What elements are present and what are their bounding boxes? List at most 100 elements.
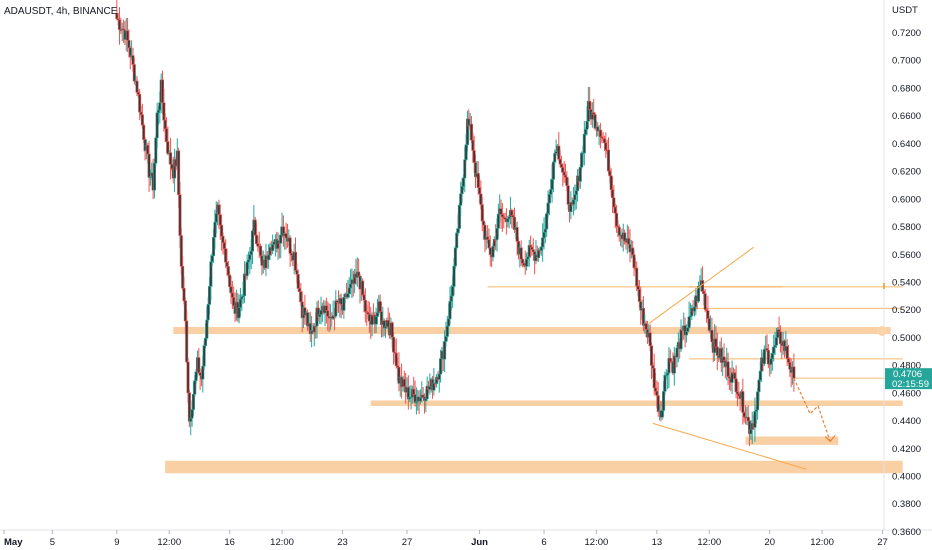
time-axis[interactable]: May 5 9 12:00 16 12:00 23 27 Jun 6 12:00 13 12:00 20 1… — [3, 530, 888, 548]
candle-body — [500, 214, 504, 218]
candle-body — [656, 395, 660, 412]
candle-body — [183, 300, 187, 322]
candle-body — [558, 158, 562, 165]
candle-252 — [453, 245, 457, 269]
candle-body — [182, 287, 186, 302]
price-tick-label: 0.3800 — [892, 499, 921, 510]
candle-body — [564, 174, 568, 178]
candle-body — [463, 159, 467, 179]
candle-body — [722, 356, 726, 361]
candle-body — [205, 319, 209, 339]
candle-body — [161, 79, 165, 104]
candle-body — [491, 246, 495, 258]
candle-body — [525, 258, 529, 267]
time-tick-label: May — [4, 537, 23, 548]
price-tick-label: 0.6200 — [892, 167, 921, 178]
candle-body — [217, 204, 221, 216]
candle-body — [769, 358, 773, 365]
candle-body — [756, 391, 760, 411]
time-tick-label: 16 — [224, 537, 235, 548]
candle-body — [464, 144, 468, 161]
candle-body — [459, 193, 463, 206]
candle-body — [299, 291, 303, 303]
zone-handle-icon[interactable] — [877, 326, 887, 336]
candle-body — [672, 355, 676, 374]
candle-body — [593, 114, 597, 129]
time-tick-label: 5 — [50, 537, 55, 548]
candle-body — [549, 189, 553, 195]
candle-body — [334, 300, 338, 317]
candle-body — [214, 213, 218, 223]
candle-body — [746, 416, 750, 422]
zone-3 — [745, 436, 839, 445]
candle-body — [363, 299, 367, 312]
trend-lines — [648, 246, 807, 470]
candle-body — [224, 248, 228, 263]
candle-body — [735, 391, 739, 395]
time-tick-label: 6 — [541, 537, 546, 548]
candle-body — [785, 346, 789, 359]
candle-body — [204, 337, 208, 346]
candle-body — [486, 236, 490, 240]
price-axis[interactable]: 0.7200 0.7000 0.6800 0.6600 0.6400 0.6200 0.60… — [892, 28, 921, 538]
candle-body — [444, 336, 448, 342]
candle-body — [349, 283, 353, 289]
candle-body — [428, 386, 432, 390]
bar-countdown: 02:15:59 — [892, 379, 929, 390]
candle-body — [146, 145, 150, 155]
candle-body — [668, 357, 672, 362]
candle-255 — [457, 202, 461, 233]
candle-body — [240, 296, 244, 300]
candle-body — [573, 194, 577, 201]
candle-body — [206, 304, 210, 321]
candle-body — [585, 121, 589, 130]
candle-body — [662, 391, 666, 411]
candle-body — [545, 213, 549, 230]
candle-body — [636, 285, 640, 290]
candle-body — [608, 170, 612, 177]
candle-body — [559, 163, 563, 168]
time-tick-label: 27 — [402, 537, 413, 548]
candle-body — [362, 294, 366, 301]
candle-body — [666, 372, 670, 376]
candle-body — [447, 318, 451, 327]
price-tick-label: 0.4800 — [892, 361, 921, 372]
candle-body — [613, 206, 617, 214]
price-tick-label: 0.3600 — [892, 527, 921, 538]
candle-body — [582, 133, 586, 154]
candle-body — [648, 332, 652, 347]
candle-body — [210, 255, 214, 263]
candle-body — [118, 19, 122, 30]
candle-body — [402, 378, 406, 387]
candle-body — [272, 241, 276, 245]
candle-body — [606, 149, 610, 172]
candle-body — [660, 410, 664, 418]
candle-body — [588, 100, 592, 110]
candle-body — [339, 298, 343, 305]
candle-body — [437, 373, 441, 380]
candle-body — [686, 327, 690, 332]
candle-body — [655, 391, 659, 396]
candle-body — [487, 239, 491, 249]
candle-body — [212, 236, 216, 257]
candle-body — [152, 162, 156, 191]
candle-body — [226, 266, 230, 276]
candle-body — [471, 139, 475, 151]
candle-body — [617, 226, 621, 236]
candle-body — [530, 246, 534, 250]
candle-body — [706, 310, 710, 319]
candle-body — [480, 204, 484, 222]
candle-body — [715, 346, 719, 356]
candle-body — [637, 289, 641, 302]
candle-body — [788, 362, 792, 370]
candle-body — [578, 167, 582, 182]
time-tick-label: 9 — [114, 537, 119, 548]
candle-body — [169, 152, 173, 165]
candle-body — [543, 228, 547, 233]
candle-body — [220, 224, 224, 237]
candle-body — [510, 209, 514, 216]
candle-body — [457, 204, 461, 229]
candle-body — [726, 361, 730, 377]
